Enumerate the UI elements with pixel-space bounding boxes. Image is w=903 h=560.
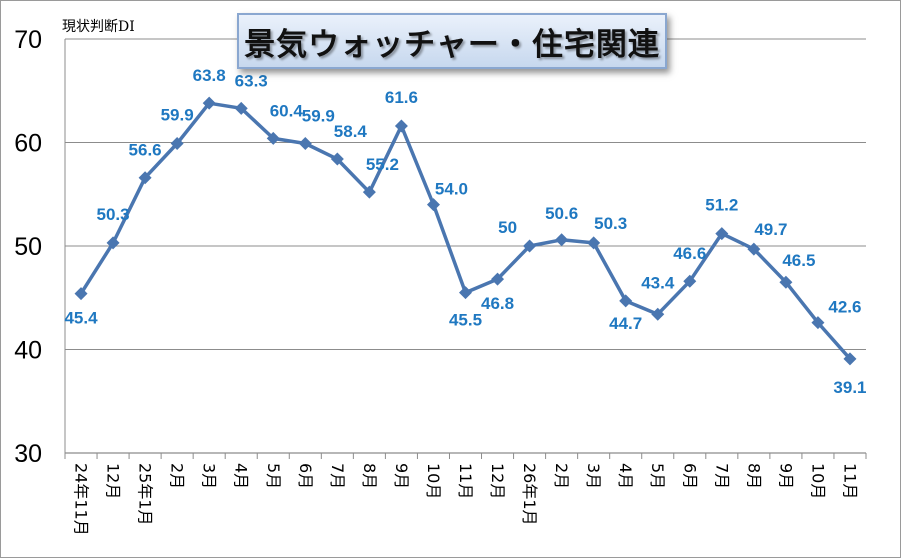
- x-tick-label: 5月: [264, 463, 283, 489]
- x-tick-label: 7月: [712, 463, 731, 489]
- data-point-marker: [523, 239, 537, 253]
- data-label: 51.2: [705, 196, 738, 215]
- y-tick-label: 60: [14, 130, 42, 158]
- data-label: 43.4: [641, 273, 675, 292]
- x-tick-label: 3月: [584, 463, 603, 489]
- data-label: 59.9: [161, 106, 194, 125]
- x-tick-label: 4月: [232, 463, 251, 489]
- data-label: 39.1: [833, 378, 866, 397]
- data-point-marker: [843, 352, 857, 366]
- data-label: 46.5: [782, 251, 815, 270]
- x-tick-label: 3月: [200, 463, 219, 489]
- data-label: 59.9: [302, 107, 335, 126]
- y-tick-label: 40: [14, 337, 42, 365]
- data-point-marker: [234, 101, 248, 115]
- x-tick-label: 2月: [168, 463, 187, 489]
- data-point-marker: [683, 274, 697, 288]
- x-tick-label: 8月: [744, 463, 763, 489]
- data-label: 45.4: [64, 309, 98, 328]
- data-label: 42.6: [828, 298, 861, 317]
- x-tick-label: 24年11月: [72, 463, 91, 536]
- data-label: 50.6: [545, 204, 578, 223]
- data-label: 46.6: [673, 244, 706, 263]
- x-tick-label: 6月: [680, 463, 699, 489]
- data-label: 55.2: [366, 155, 399, 174]
- data-label: 46.8: [481, 294, 514, 313]
- data-point-marker: [74, 287, 88, 301]
- data-point-marker: [298, 137, 312, 151]
- data-label: 45.5: [449, 311, 482, 330]
- y-tick-label: 70: [14, 26, 42, 54]
- chart-title: 景気ウォッチャー・住宅関連: [244, 26, 660, 63]
- data-point-marker: [362, 185, 376, 199]
- x-tick-label: 9月: [392, 463, 411, 489]
- data-label: 61.6: [385, 88, 418, 107]
- x-tick-label: 11月: [840, 463, 859, 499]
- x-tick-label: 7月: [328, 463, 347, 489]
- data-label: 50.3: [594, 214, 627, 233]
- x-tick-label: 12月: [104, 463, 123, 499]
- x-tick-label: 6月: [296, 463, 315, 489]
- x-tick-label: 9月: [776, 463, 795, 489]
- y-axis-label: 現状判断DI: [62, 19, 135, 35]
- data-point-marker: [587, 236, 601, 250]
- data-point-marker: [715, 227, 729, 241]
- x-tick-label: 8月: [360, 463, 379, 489]
- data-label: 56.6: [129, 141, 162, 160]
- chart-title-box: 景気ウォッチャー・住宅関連: [237, 13, 667, 69]
- data-point-marker: [779, 275, 793, 289]
- x-tick-label: 10月: [808, 463, 827, 499]
- data-point-marker: [202, 96, 216, 110]
- data-label: 44.7: [609, 314, 642, 333]
- data-point-marker: [170, 137, 184, 151]
- data-point-marker: [619, 294, 633, 308]
- x-tick-label: 4月: [616, 463, 635, 489]
- data-label: 58.4: [334, 122, 368, 141]
- data-label: 63.3: [235, 71, 268, 90]
- x-tick-label: 2月: [552, 463, 571, 489]
- data-point-marker: [491, 272, 505, 286]
- data-label: 49.7: [754, 220, 787, 239]
- data-point-marker: [459, 286, 472, 300]
- x-tick-label: 11月: [456, 463, 475, 499]
- x-tick-label: 25年1月: [136, 463, 155, 526]
- x-tick-label: 5月: [648, 463, 667, 489]
- data-point-marker: [426, 198, 440, 212]
- data-point-marker: [106, 236, 120, 250]
- data-point-marker: [811, 316, 825, 330]
- data-label: 63.8: [193, 66, 226, 85]
- x-tick-label: 10月: [424, 463, 443, 499]
- data-label: 50.3: [97, 205, 130, 224]
- data-point-marker: [747, 242, 761, 256]
- x-tick-label: 26年1月: [520, 463, 539, 526]
- x-tick-label: 12月: [488, 463, 507, 499]
- data-point-marker: [555, 233, 569, 247]
- data-label: 60.4: [270, 101, 304, 120]
- data-point-marker: [330, 152, 344, 166]
- data-point-marker: [138, 171, 152, 185]
- y-tick-label: 30: [14, 440, 42, 468]
- y-tick-label: 50: [14, 233, 42, 261]
- data-point-marker: [651, 307, 665, 321]
- data-point-marker: [266, 131, 280, 145]
- data-point-marker: [394, 119, 408, 133]
- data-label: 54.0: [435, 180, 468, 199]
- data-label: 50: [498, 218, 517, 237]
